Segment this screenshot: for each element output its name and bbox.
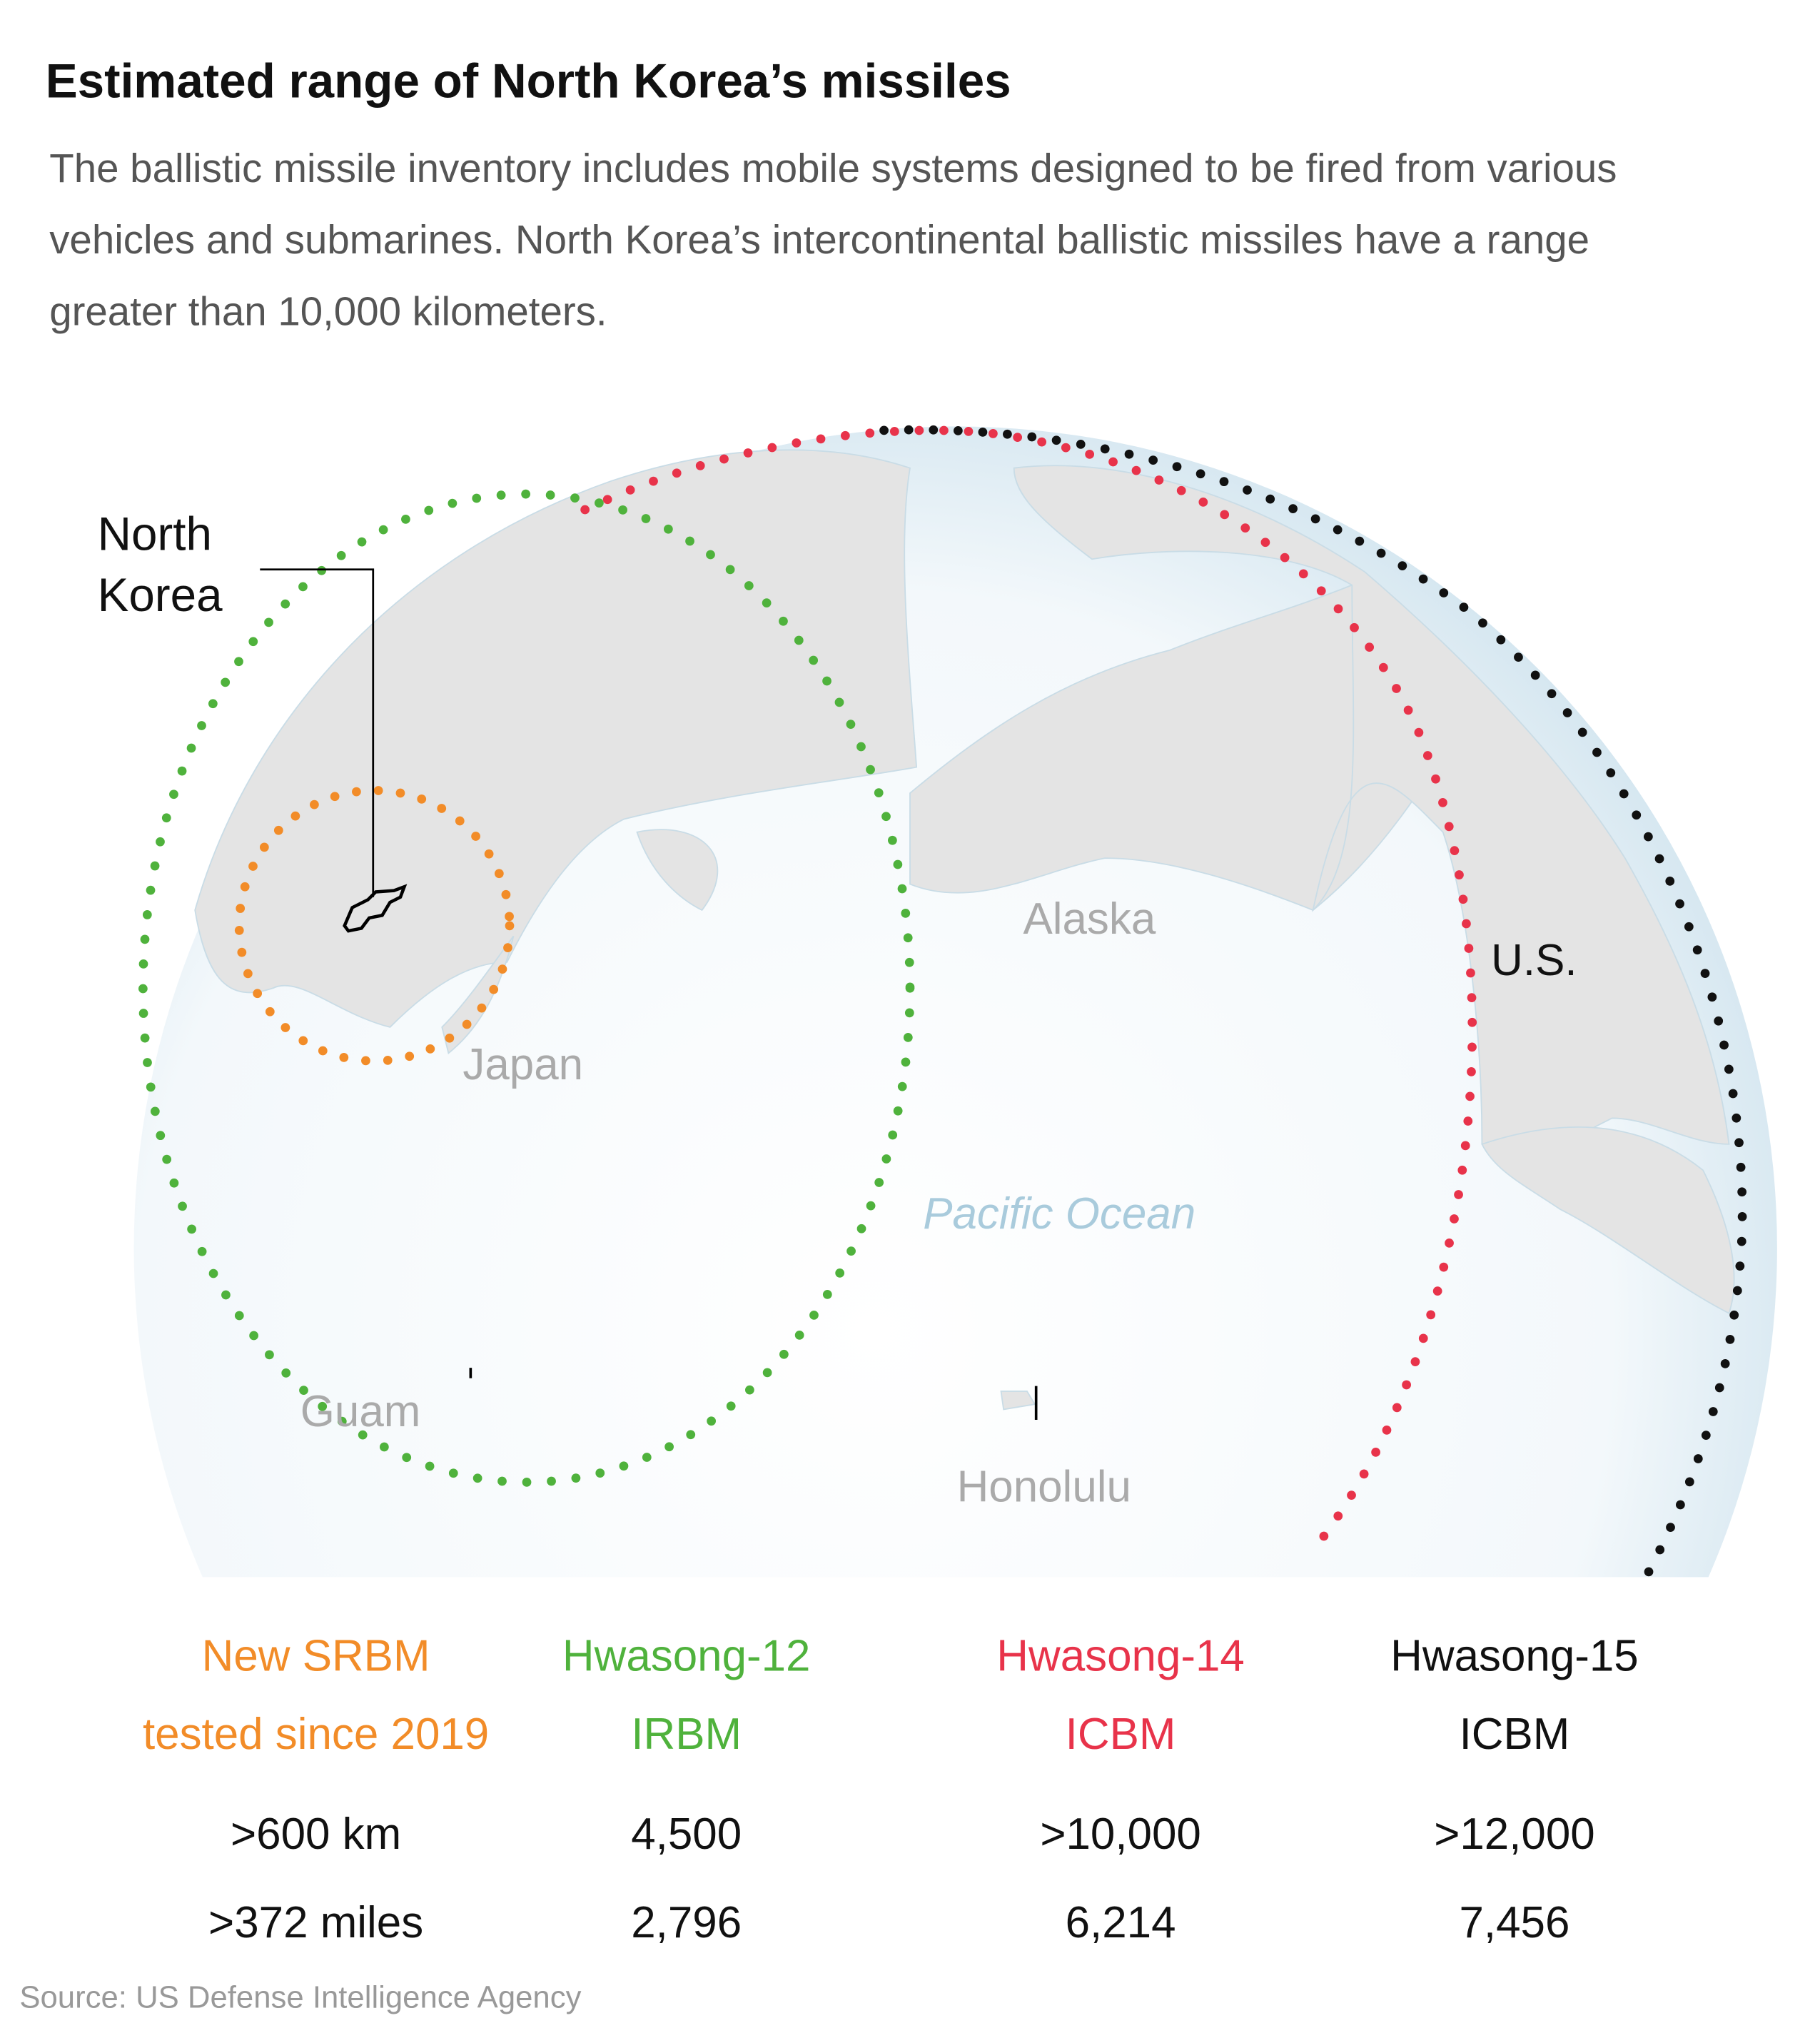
source: Source: US Defense Intelligence Agency — [19, 1979, 581, 2014]
map-label: U.S. — [1491, 936, 1577, 985]
range-rings — [138, 425, 1747, 1578]
title: Estimated range of North Korea’s missile… — [46, 55, 1011, 109]
map-label: Guam — [300, 1387, 421, 1436]
map-label: Japan — [462, 1040, 583, 1089]
legend-miles: >372 miles — [208, 1898, 423, 1947]
legend-name: Hwasong-12 — [562, 1632, 811, 1681]
subtitle-line: vehicles and submarines. North Korea’s i… — [49, 217, 1589, 262]
legend-type: ICBM — [1460, 1710, 1570, 1759]
north-korea-outline — [343, 884, 408, 933]
map-label: Alaska — [1023, 894, 1156, 944]
legend-type: tested since 2019 — [143, 1710, 489, 1759]
legend-name: Hwasong-15 — [1390, 1632, 1639, 1681]
globe — [133, 425, 1777, 1578]
map-label: Korea — [98, 569, 223, 621]
legend-km: >12,000 — [1434, 1810, 1594, 1859]
subtitle-line: The ballistic missile inventory includes… — [49, 146, 1617, 191]
legend-name: Hwasong-14 — [996, 1632, 1245, 1681]
range-ring — [138, 489, 915, 1487]
subtitle-line: greater than 10,000 kilometers. — [49, 288, 607, 333]
map-label: Honolulu — [957, 1463, 1131, 1512]
legend-type: IRBM — [631, 1710, 742, 1759]
leader-line — [260, 568, 375, 897]
map-label: Pacific Ocean — [923, 1189, 1195, 1239]
legend-miles: 6,214 — [1066, 1898, 1176, 1947]
legend-km: >10,000 — [1040, 1810, 1201, 1859]
legend-miles: 2,796 — [631, 1898, 742, 1947]
legend-miles: 7,456 — [1460, 1898, 1570, 1947]
legend: New SRBM tested since 2019 >600 km >372 mil… — [143, 1632, 1639, 1947]
range-ring — [234, 786, 515, 1066]
land — [194, 449, 1735, 1411]
map-label: North — [98, 508, 212, 560]
legend-km: >600 km — [231, 1810, 401, 1859]
legend-name: New SRBM — [202, 1632, 430, 1681]
legend-km: 4,500 — [631, 1810, 742, 1859]
range-ring — [580, 425, 1477, 1558]
legend-type: ICBM — [1066, 1710, 1176, 1759]
range-ring — [879, 425, 1747, 1578]
